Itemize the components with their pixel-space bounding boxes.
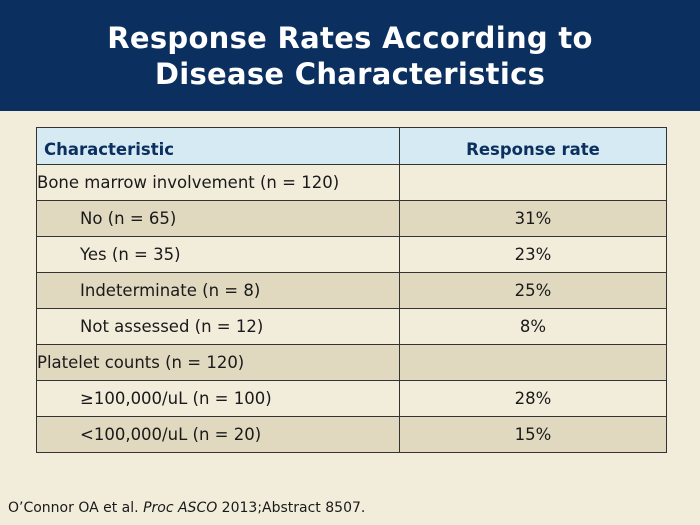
characteristic-cell: Platelet counts (n = 120) (36, 344, 400, 381)
characteristic-cell: Yes (n = 35) (36, 236, 400, 273)
characteristic-cell: Indeterminate (n = 8) (36, 272, 400, 309)
slide-title: Response Rates According to Disease Char… (107, 20, 593, 92)
response-rate-cell: 15% (399, 416, 667, 453)
response-rate-cell: 23% (399, 236, 667, 273)
table-row: Not assessed (n = 12) 8% (36, 308, 667, 345)
table-row: Platelet counts (n = 120) (36, 344, 667, 381)
table-row: No (n = 65) 31% (36, 200, 667, 237)
citation-authors: O’Connor OA et al. (8, 500, 144, 516)
response-rate-cell (399, 164, 667, 201)
table-row: <100,000/uL (n = 20) 15% (36, 416, 667, 453)
characteristic-cell: No (n = 65) (36, 200, 400, 237)
response-rate-table: Characteristic Response rate Bone marrow… (36, 127, 667, 453)
table-row: Indeterminate (n = 8) 25% (36, 272, 667, 309)
slide-title-line-2: Disease Characteristics (154, 56, 546, 91)
characteristic-cell: Not assessed (n = 12) (36, 308, 400, 345)
citation: O’Connor OA et al. Proc ASCO 2013;Abstra… (8, 500, 365, 516)
table-row: ≥100,000/uL (n = 100) 28% (36, 380, 667, 417)
response-rate-cell: 31% (399, 200, 667, 237)
characteristic-cell: Bone marrow involvement (n = 120) (36, 164, 400, 201)
title-banner: Response Rates According to Disease Char… (0, 0, 700, 111)
response-rate-cell (399, 344, 667, 381)
response-rate-cell: 25% (399, 272, 667, 309)
table-header-row: Characteristic Response rate (36, 127, 667, 165)
table-row: Bone marrow involvement (n = 120) (36, 164, 667, 201)
response-rate-cell: 28% (399, 380, 667, 417)
citation-details: 2013;Abstract 8507. (217, 500, 366, 516)
response-rate-cell: 8% (399, 308, 667, 345)
slide-title-line-1: Response Rates According to (107, 20, 593, 55)
characteristic-cell: <100,000/uL (n = 20) (36, 416, 400, 453)
table-row: Yes (n = 35) 23% (36, 236, 667, 273)
header-characteristic: Characteristic (36, 127, 400, 165)
citation-journal: Proc ASCO (143, 500, 218, 516)
characteristic-cell: ≥100,000/uL (n = 100) (36, 380, 400, 417)
header-response-rate: Response rate (399, 127, 667, 165)
